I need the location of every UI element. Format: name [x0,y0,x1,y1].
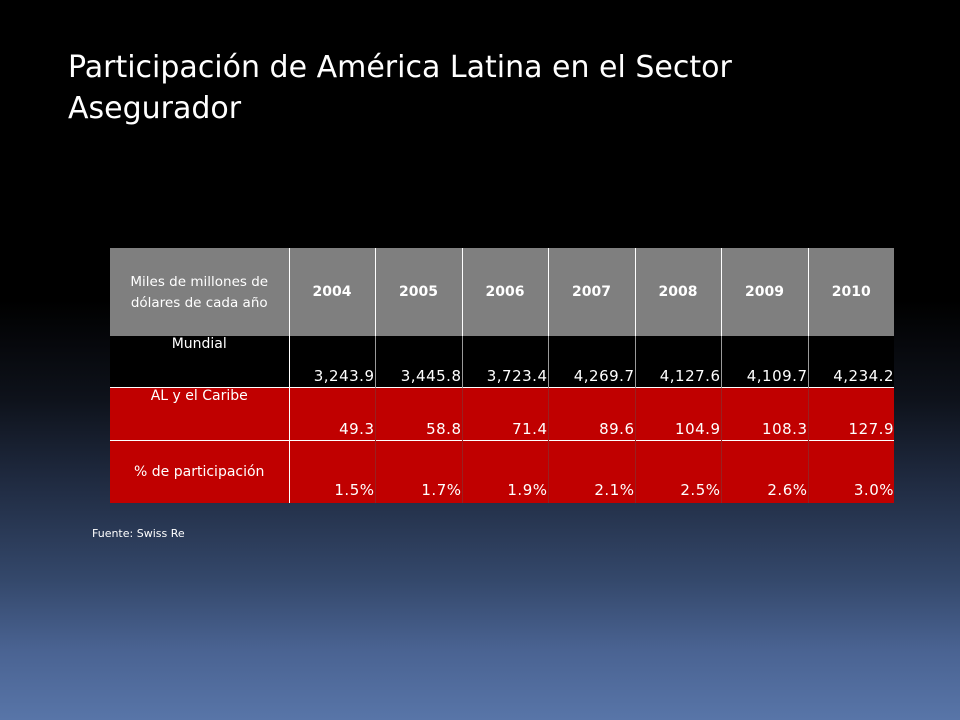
year-header: 2004 [288,248,375,336]
table-cell: 49.3 [288,387,375,441]
table-cell: 104.9 [634,387,721,441]
year-header: 2009 [720,248,808,336]
table-row-al-caribe: AL y el Caribe 49.3 58.8 71.4 89.6 104.9… [110,387,894,441]
insurance-share-table: Miles de millones de dólares de cada año… [110,248,894,503]
table-cell: 89.6 [547,387,635,441]
table-cell: 1.7% [374,440,462,503]
table-cell: 4,269.7 [547,336,635,388]
year-header: 2006 [461,248,548,336]
slide-title: Participación de América Latina en el Se… [68,50,732,126]
table-cell: 2.5% [634,440,721,503]
table-row-participacion: % de participación 1.5% 1.7% 1.9% 2.1% 2… [110,440,894,503]
table-cell: 1.5% [288,440,375,503]
table-cell: 4,234.2 [807,336,894,388]
row-label: Mundial [110,336,290,388]
year-header: 2008 [634,248,721,336]
row-label: % de participación [110,440,290,503]
source-note: Fuente: Swiss Re [92,527,185,540]
table-cell: 71.4 [461,387,548,441]
table-cell: 2.1% [547,440,635,503]
table-cell: 2.6% [720,440,808,503]
table-cell: 108.3 [720,387,808,441]
table-header-row: Miles de millones de dólares de cada año… [110,248,894,336]
row-label: AL y el Caribe [110,387,290,441]
table-row-mundial: Mundial 3,243.9 3,445.8 3,723.4 4,269.7 … [110,336,894,388]
year-header: 2007 [547,248,635,336]
year-header: 2010 [807,248,894,336]
table-cell: 3,445.8 [374,336,462,388]
table-cell: 3,723.4 [461,336,548,388]
table-cell: 127.9 [807,387,894,441]
table-cell: 1.9% [461,440,548,503]
table-cell: 4,109.7 [720,336,808,388]
year-header: 2005 [374,248,462,336]
header-unit-label: Miles de millones de dólares de cada año [110,248,290,336]
table-cell: 3.0% [807,440,894,503]
table-cell: 3,243.9 [288,336,375,388]
table-cell: 58.8 [374,387,462,441]
table-cell: 4,127.6 [634,336,721,388]
